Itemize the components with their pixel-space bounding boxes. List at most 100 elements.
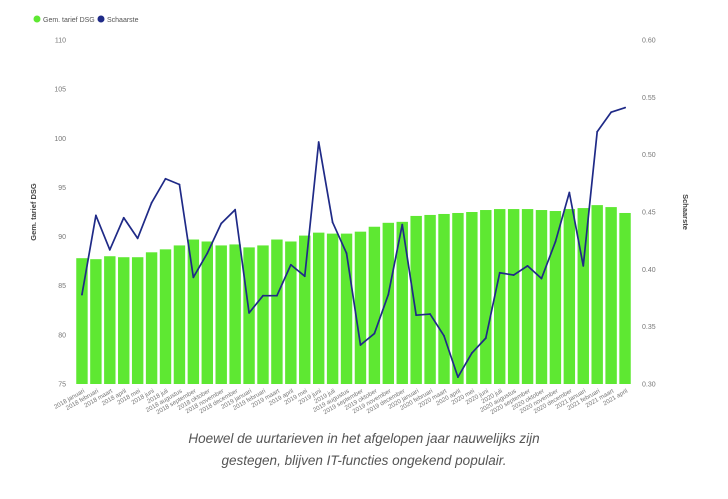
bar	[271, 239, 283, 384]
line-point	[373, 332, 376, 335]
bar	[535, 210, 548, 384]
line-point	[317, 141, 320, 143]
line-point	[289, 263, 292, 266]
line-point	[457, 376, 459, 379]
line-point	[136, 237, 139, 240]
line-point	[164, 177, 167, 180]
bar	[354, 231, 367, 384]
y-tick-label: 85	[58, 283, 66, 290]
bar	[466, 212, 478, 384]
y-tick-label: 105	[54, 87, 66, 94]
bar	[591, 205, 603, 384]
line-point	[415, 314, 418, 317]
bar	[563, 209, 576, 384]
bar	[90, 259, 102, 384]
bar	[507, 209, 520, 384]
y-tick-label: 80	[58, 332, 66, 339]
line-point	[610, 111, 613, 114]
line-point	[526, 264, 529, 267]
chart-legend: Gem. tarief DSG Schaarste	[33, 15, 139, 24]
legend-label-bars: Gem. tarief DSG	[43, 17, 95, 24]
y2-axis-title: Schaarste	[681, 194, 690, 230]
line-point	[401, 223, 404, 226]
line-point	[276, 294, 278, 297]
caption-line-2: gestegen, blijven IT-functies ongekend p…	[221, 453, 507, 468]
line-point	[429, 313, 431, 315]
caption-line-1: Hoewel de uurtarieven in het afgelopen j…	[188, 431, 540, 446]
bar	[257, 245, 269, 384]
line-point	[331, 221, 334, 224]
line-point	[192, 276, 195, 279]
bar	[159, 249, 172, 384]
y2-axis-ticks: 0.30 0.35 0.40 0.45 0.50 0.55 0.60	[642, 38, 656, 389]
bar	[312, 232, 325, 384]
line-point	[596, 130, 599, 133]
line-point	[387, 293, 390, 296]
line-point	[234, 208, 237, 211]
bar	[382, 222, 395, 384]
line-path	[81, 106, 626, 378]
y2-tick-label: 0.45	[642, 210, 656, 217]
line-point	[345, 252, 348, 255]
y-tick-label: 100	[54, 136, 66, 143]
bar	[145, 252, 158, 384]
line-point	[262, 294, 264, 297]
line-point	[582, 264, 585, 267]
bar	[243, 247, 255, 384]
bar	[521, 209, 534, 384]
bar	[410, 215, 422, 384]
bar	[201, 241, 213, 384]
bar	[494, 209, 506, 384]
line-point	[303, 275, 306, 278]
bar	[424, 214, 436, 384]
y2-tick-label: 0.50	[642, 152, 656, 159]
line-point	[624, 106, 626, 109]
bar	[131, 257, 144, 384]
bar	[605, 207, 617, 384]
bar	[326, 233, 339, 384]
line-point	[178, 183, 181, 186]
line-point	[484, 337, 487, 340]
line-point	[498, 271, 501, 274]
bar	[340, 233, 353, 384]
line-point	[206, 252, 209, 255]
y-axis-ticks: 75 80 85 90 95 100 105 110	[54, 38, 66, 389]
bar	[173, 245, 186, 384]
line-point	[512, 274, 515, 276]
y2-tick-label: 0.60	[642, 38, 656, 45]
line-point	[81, 293, 83, 296]
y-tick-label: 75	[58, 382, 66, 389]
y2-tick-label: 0.35	[642, 324, 656, 331]
y2-tick-label: 0.40	[642, 267, 656, 274]
y-tick-label: 110	[55, 38, 66, 45]
y2-tick-label: 0.30	[642, 382, 656, 389]
line-point	[108, 248, 111, 251]
y-tick-label: 90	[58, 234, 66, 241]
line-point	[220, 222, 223, 225]
bar	[368, 226, 381, 384]
bar	[396, 221, 408, 384]
combo-chart: Gem. tarief DSG Schaarste Gem. tarief DS…	[29, 15, 690, 417]
line-point	[150, 201, 153, 204]
line-point	[443, 334, 445, 337]
legend-swatch-bars	[33, 15, 41, 23]
bar	[215, 245, 227, 384]
bar	[285, 241, 297, 384]
y-axis-title: Gem. tarief DSG	[29, 183, 38, 241]
line-point	[94, 214, 97, 217]
legend-swatch-line	[97, 15, 105, 23]
bar	[452, 212, 464, 384]
line-point	[554, 240, 557, 243]
bar	[187, 239, 200, 384]
y2-tick-label: 0.55	[642, 95, 656, 102]
line-point	[359, 344, 362, 346]
bar-series	[76, 205, 631, 384]
bar	[549, 211, 562, 384]
bar	[577, 208, 589, 384]
bar	[438, 213, 450, 384]
line-point	[470, 352, 473, 354]
line-point	[568, 191, 571, 194]
bar	[118, 257, 130, 384]
bar	[229, 244, 241, 384]
